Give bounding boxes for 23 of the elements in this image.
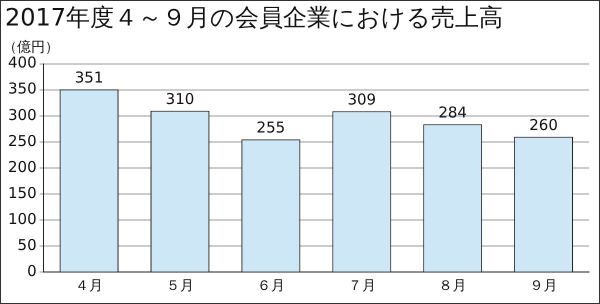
- y-tick-label: 400: [8, 54, 37, 72]
- y-tick-label: 50: [18, 236, 37, 254]
- y-tick-label: 100: [8, 210, 37, 228]
- x-tick-label: ７月: [348, 278, 376, 294]
- data-label: 255: [256, 118, 286, 137]
- data-label: 309: [347, 90, 376, 109]
- data-label: 284: [438, 104, 467, 122]
- x-tick-label: ８月: [438, 278, 467, 294]
- data-label: 351: [74, 68, 104, 87]
- y-tick-label: 350: [8, 80, 37, 98]
- y-tick-label: 300: [8, 106, 37, 124]
- x-tick-label: ６月: [256, 278, 285, 294]
- data-label: 310: [166, 90, 194, 108]
- y-tick-label: 200: [8, 158, 37, 176]
- y-tick-label: 0: [27, 262, 37, 280]
- x-tick-label: ９月: [530, 278, 558, 294]
- data-label: 260: [529, 116, 558, 134]
- y-tick-label: 250: [8, 132, 37, 150]
- x-tick-label: ４月: [75, 278, 104, 294]
- x-tick-label: ５月: [166, 278, 194, 294]
- y-tick-label: 150: [8, 184, 37, 202]
- y-axis-title: （億円）: [3, 39, 59, 56]
- chart-title: 2017年度４～９月の会員企業における売上高: [5, 4, 504, 32]
